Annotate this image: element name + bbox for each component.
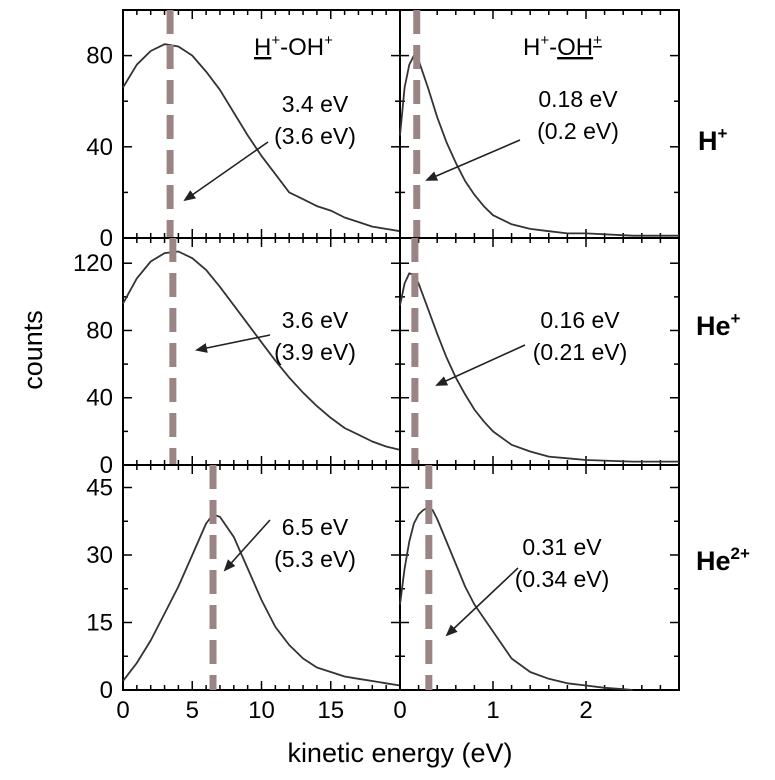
panel-3-frame bbox=[122, 237, 401, 466]
panel-6-annotation-arrow bbox=[445, 567, 519, 637]
panel-title-right: H+-OH+ bbox=[523, 32, 602, 61]
panel-2-annotation-ref: (0.2 eV) bbox=[537, 118, 619, 144]
panel-1-y-tick-label: 80 bbox=[86, 43, 113, 70]
panel-2-curve bbox=[399, 54, 679, 237]
panel-3-y-tick-label: 120 bbox=[73, 250, 113, 277]
panel-6-annotation-value: 0.31 eV bbox=[522, 534, 602, 560]
panel-4-curve bbox=[399, 272, 679, 463]
panel-5-annotation-ref: (5.3 eV) bbox=[274, 546, 356, 572]
y-axis-title: counts bbox=[18, 310, 48, 390]
panel-1-annotation-ref: (3.6 eV) bbox=[274, 123, 356, 149]
panel-3-annotation-ref: (3.9 eV) bbox=[274, 339, 356, 365]
projectile-label-he-plus: He+ bbox=[696, 309, 741, 341]
panel-3-annotation-arrow bbox=[195, 334, 271, 353]
panel-title-left: H+-OH+ bbox=[254, 32, 333, 61]
panel-5-x-tick-label: 0 bbox=[116, 697, 129, 724]
panel-1-annotation-arrow bbox=[183, 141, 269, 202]
panel-5-x-tick-label: 15 bbox=[317, 697, 344, 724]
panel-5-curve bbox=[122, 513, 401, 687]
panel-1-curve bbox=[122, 43, 401, 233]
projectile-label-he2-plus: He2+ bbox=[696, 544, 750, 576]
panel-6-curve bbox=[399, 506, 633, 691]
panel-6-frame bbox=[399, 464, 680, 691]
panel-2-annotation-arrow bbox=[425, 139, 521, 181]
panel-5-frame bbox=[122, 464, 401, 691]
panel-5-y-tick-label: 0 bbox=[100, 677, 113, 704]
panel-3-curve bbox=[122, 250, 401, 451]
panel-1-y-tick-label: 0 bbox=[100, 225, 113, 252]
x-axis-title: kinetic energy (eV) bbox=[287, 738, 512, 768]
panel-5-y-tick-label: 45 bbox=[86, 475, 113, 502]
projectile-label-h-plus: H+ bbox=[698, 124, 728, 156]
panel-3-annotation-value: 3.6 eV bbox=[282, 307, 349, 333]
panel-6-x-tick-label: 1 bbox=[486, 697, 499, 724]
panel-5-annotation-value: 6.5 eV bbox=[282, 514, 349, 540]
panel-5-y-tick-label: 30 bbox=[86, 542, 113, 569]
panel-6-x-tick-label: 2 bbox=[579, 697, 592, 724]
panel-3-y-tick-label: 0 bbox=[100, 452, 113, 479]
panel-1-y-tick-label: 40 bbox=[86, 134, 113, 161]
panel-3-y-tick-label: 80 bbox=[86, 317, 113, 344]
panel-6-x-tick-label: 0 bbox=[393, 697, 406, 724]
panel-5-x-tick-label: 5 bbox=[186, 697, 199, 724]
panel-4-annotation-arrow bbox=[435, 344, 526, 386]
panel-5-y-tick-label: 15 bbox=[86, 610, 113, 637]
panel-3-y-tick-label: 40 bbox=[86, 385, 113, 412]
panel-1-annotation-value: 3.4 eV bbox=[282, 91, 349, 117]
panel-2-annotation-value: 0.18 eV bbox=[538, 86, 618, 112]
panel-4-annotation-value: 0.16 eV bbox=[540, 307, 620, 333]
panel-4-annotation-ref: (0.21 eV) bbox=[533, 339, 628, 365]
panel-6-annotation-ref: (0.34 eV) bbox=[515, 566, 610, 592]
panel-5-x-tick-label: 10 bbox=[248, 697, 275, 724]
panel-5-annotation-arrow bbox=[223, 519, 271, 572]
